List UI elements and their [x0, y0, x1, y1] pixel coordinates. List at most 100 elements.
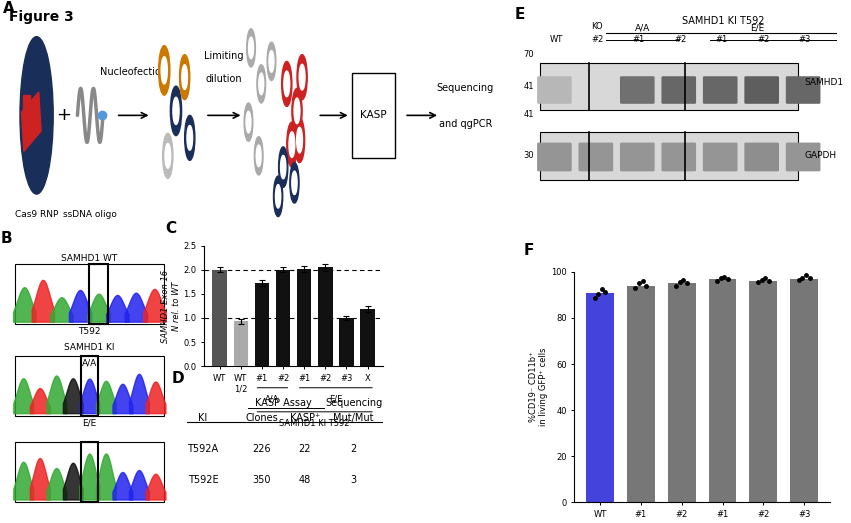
FancyBboxPatch shape	[351, 73, 395, 158]
Text: A/A: A/A	[635, 24, 650, 33]
Text: 2: 2	[351, 444, 357, 454]
Text: 3: 3	[351, 475, 357, 485]
Circle shape	[163, 133, 173, 178]
Text: #1: #1	[716, 35, 728, 44]
Bar	[15, 442, 163, 502]
Text: T592A: T592A	[187, 444, 219, 454]
Text: #2: #2	[757, 35, 769, 44]
FancyBboxPatch shape	[620, 143, 654, 172]
Text: ssDNA oligo: ssDNA oligo	[63, 210, 117, 219]
Bar	[297, 269, 311, 366]
Circle shape	[278, 147, 288, 187]
Circle shape	[290, 163, 299, 203]
Text: Sequencing: Sequencing	[325, 398, 382, 408]
Text: 48: 48	[299, 475, 311, 485]
Text: 41: 41	[523, 109, 534, 119]
Bar	[81, 356, 98, 416]
FancyBboxPatch shape	[579, 143, 614, 172]
Circle shape	[185, 116, 195, 161]
Circle shape	[254, 137, 263, 175]
Text: and qgPCR: and qgPCR	[439, 119, 492, 129]
Text: Clones: Clones	[245, 413, 278, 423]
Text: A/A: A/A	[266, 395, 280, 404]
Circle shape	[256, 145, 261, 167]
Text: SAMHD1 KI T592: SAMHD1 KI T592	[279, 419, 350, 428]
Text: dilution: dilution	[206, 74, 243, 84]
Circle shape	[300, 64, 305, 90]
Text: 41: 41	[523, 82, 534, 91]
Bar	[668, 283, 695, 502]
Bar	[627, 286, 654, 502]
Text: Mut/Mut: Mut/Mut	[334, 413, 374, 423]
FancyBboxPatch shape	[703, 76, 738, 104]
Circle shape	[267, 42, 276, 81]
FancyBboxPatch shape	[661, 143, 696, 172]
Circle shape	[247, 29, 255, 67]
Circle shape	[289, 132, 294, 157]
Text: 70: 70	[523, 50, 534, 59]
Circle shape	[294, 118, 305, 163]
Text: B: B	[0, 231, 12, 246]
FancyBboxPatch shape	[745, 143, 779, 172]
Text: WT: WT	[550, 35, 563, 44]
Circle shape	[187, 126, 192, 150]
Text: KO: KO	[591, 21, 603, 30]
Text: Cas9 RNP: Cas9 RNP	[15, 210, 58, 219]
Bar	[15, 264, 163, 324]
FancyBboxPatch shape	[785, 76, 820, 104]
Text: E/E: E/E	[329, 395, 343, 404]
FancyBboxPatch shape	[620, 76, 654, 104]
Text: 350: 350	[253, 475, 271, 485]
Circle shape	[273, 176, 283, 217]
FancyBboxPatch shape	[785, 143, 820, 172]
Text: GAPDH: GAPDH	[805, 151, 837, 160]
Bar	[81, 442, 98, 502]
Circle shape	[158, 46, 170, 95]
Text: KASP⁺: KASP⁺	[289, 413, 320, 423]
Text: SAMHD1 KI T592: SAMHD1 KI T592	[682, 16, 764, 26]
Circle shape	[173, 97, 179, 124]
FancyBboxPatch shape	[537, 76, 572, 104]
Circle shape	[161, 57, 168, 84]
Text: T592E: T592E	[187, 475, 218, 485]
Circle shape	[170, 86, 181, 135]
Circle shape	[297, 127, 302, 153]
Bar	[254, 283, 269, 366]
Text: D: D	[172, 371, 184, 386]
Circle shape	[269, 51, 274, 72]
Text: 30: 30	[523, 151, 534, 160]
Bar	[21, 92, 41, 151]
Text: Figure 3: Figure 3	[9, 10, 73, 25]
Circle shape	[287, 122, 297, 167]
Text: KI: KI	[198, 413, 208, 423]
Text: KASP Assay: KASP Assay	[254, 398, 311, 408]
Bar	[23, 95, 31, 122]
Circle shape	[297, 55, 307, 100]
Text: Limiting: Limiting	[204, 51, 243, 61]
Bar	[233, 321, 248, 366]
Text: T592: T592	[78, 327, 100, 336]
Text: #3: #3	[798, 35, 811, 44]
Bar	[340, 318, 354, 366]
Text: #1: #1	[633, 35, 645, 44]
Text: F: F	[523, 243, 534, 258]
Bar	[89, 264, 108, 324]
Bar	[15, 356, 163, 416]
Text: KASP: KASP	[360, 110, 386, 120]
Text: Nucleofection: Nucleofection	[100, 67, 167, 77]
Text: C: C	[165, 221, 176, 236]
Circle shape	[259, 73, 264, 95]
Circle shape	[244, 103, 253, 141]
Circle shape	[292, 88, 302, 133]
Bar	[361, 309, 374, 366]
FancyBboxPatch shape	[703, 143, 738, 172]
Circle shape	[281, 155, 286, 179]
Text: 22: 22	[299, 444, 311, 454]
Y-axis label: SAMHD1 Exon 16
N rel. to WT: SAMHD1 Exon 16 N rel. to WT	[162, 269, 180, 343]
Bar	[213, 270, 226, 366]
Circle shape	[180, 55, 190, 100]
Bar	[318, 267, 333, 366]
Circle shape	[246, 111, 251, 133]
Bar	[709, 279, 736, 502]
Circle shape	[257, 65, 266, 103]
